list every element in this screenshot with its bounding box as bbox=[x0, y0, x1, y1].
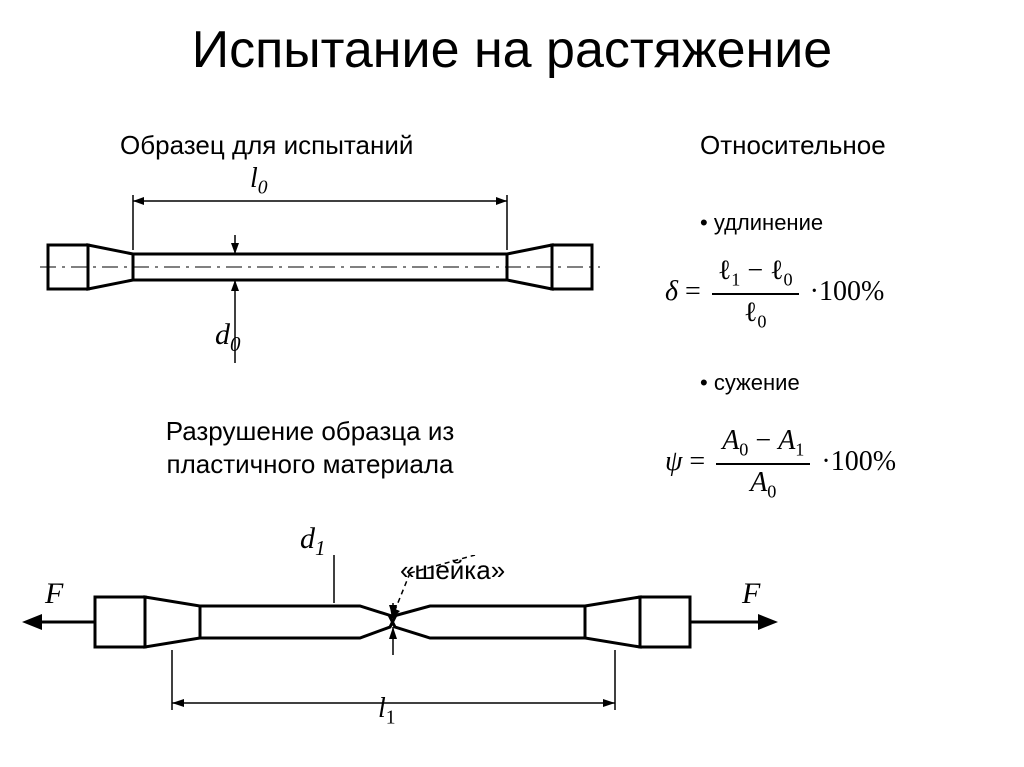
d1-var: d bbox=[300, 522, 315, 555]
formula-reduction: ψ = A0 − A1 A0 ·100% bbox=[665, 425, 896, 502]
label-F-left: F bbox=[45, 577, 63, 611]
label-l0: l0 bbox=[250, 163, 268, 200]
formula-elongation: δ = ℓ1 − ℓ0 ℓ0 ·100% bbox=[665, 255, 884, 332]
psi-num: A0 − A1 bbox=[716, 425, 810, 465]
eq-sign: = bbox=[685, 276, 708, 307]
bullet-reduction: • сужение bbox=[700, 370, 800, 396]
label-F-right: F bbox=[742, 577, 760, 611]
page-root: Испытание на растяжение Образец для испы… bbox=[0, 0, 1024, 767]
delta-den: ℓ0 bbox=[712, 295, 799, 333]
l0-var: l bbox=[250, 163, 258, 194]
destruction-line1: Разрушение образца из bbox=[166, 416, 455, 446]
d0-sub: 0 bbox=[230, 332, 241, 356]
label-d0: d0 bbox=[215, 318, 241, 357]
d1-sub: 1 bbox=[315, 536, 326, 560]
psi-symbol: ψ bbox=[665, 446, 682, 477]
d0-var: d bbox=[215, 318, 230, 351]
label-l1: l1 bbox=[378, 693, 396, 730]
bullet-elongation: • удлинение bbox=[700, 210, 823, 236]
fraction-delta: ℓ1 − ℓ0 ℓ0 bbox=[712, 255, 799, 332]
fraction-psi: A0 − A1 A0 bbox=[716, 425, 810, 502]
subtitle-relative: Относительное bbox=[700, 130, 886, 161]
delta-tail: ·100% bbox=[810, 276, 885, 307]
label-d1: d1 bbox=[300, 522, 326, 561]
psi-den: A0 bbox=[716, 465, 810, 503]
subtitle-specimen: Образец для испытаний bbox=[120, 130, 413, 161]
eq-sign-2: = bbox=[689, 446, 712, 477]
l0-sub: 0 bbox=[258, 178, 268, 199]
delta-num: ℓ1 − ℓ0 bbox=[712, 255, 799, 295]
page-title: Испытание на растяжение bbox=[0, 20, 1024, 80]
label-neck: «шейка» bbox=[400, 555, 505, 586]
l1-sub: 1 bbox=[386, 708, 396, 729]
destruction-label: Разрушение образца из пластичного матери… bbox=[130, 415, 490, 480]
delta-symbol: δ bbox=[665, 276, 678, 307]
destruction-line2: пластичного материала bbox=[166, 449, 453, 479]
psi-tail: ·100% bbox=[821, 446, 896, 477]
specimen-before-svg bbox=[40, 195, 600, 375]
l1-var: l bbox=[378, 693, 386, 724]
